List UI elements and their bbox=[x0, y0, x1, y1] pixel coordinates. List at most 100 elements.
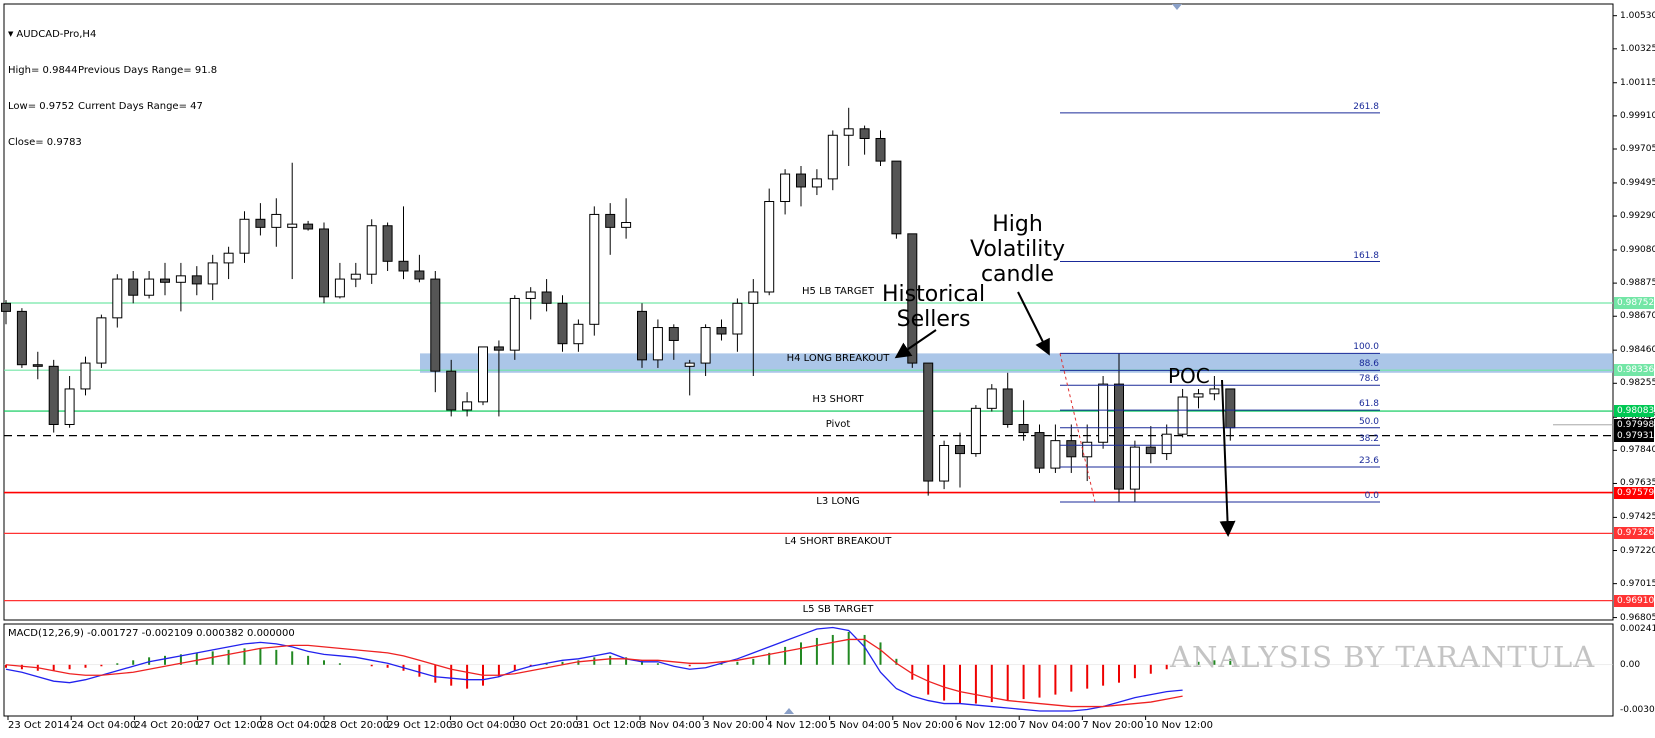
x-tick-label: 24 Oct 20:00 bbox=[134, 720, 200, 731]
level-label: H3 SHORT bbox=[812, 394, 864, 406]
fib-label: 38.2 bbox=[1358, 434, 1379, 445]
candle-body bbox=[875, 137, 886, 162]
fib-label: 88.6 bbox=[1358, 359, 1379, 370]
candle-body bbox=[303, 223, 314, 230]
candle-body bbox=[716, 327, 727, 335]
candle-body bbox=[557, 302, 568, 345]
fib-label: 100.0 bbox=[1353, 342, 1379, 353]
main-panel-border bbox=[3, 3, 1614, 621]
candle-body bbox=[732, 302, 743, 335]
current-price-tag: 0.97998 bbox=[1614, 418, 1654, 431]
candle-body bbox=[334, 278, 345, 298]
candle-body bbox=[287, 223, 298, 228]
candle-body bbox=[430, 278, 441, 372]
candle-body bbox=[414, 270, 425, 280]
candle-body bbox=[1161, 433, 1172, 455]
y-tick-label: 0.98255 bbox=[1620, 378, 1655, 389]
candle-body bbox=[621, 222, 632, 228]
x-tick-label: 4 Nov 12:00 bbox=[766, 720, 828, 731]
candle-body bbox=[350, 273, 361, 280]
y-tick-label: 0.97015 bbox=[1620, 578, 1655, 589]
y-tick-label: 0.98045 bbox=[1620, 412, 1655, 423]
candle-body bbox=[493, 346, 504, 351]
arrow-high-volatility bbox=[1017, 291, 1050, 356]
candle-body bbox=[1002, 388, 1013, 425]
fib-label: 23.6 bbox=[1358, 455, 1379, 466]
x-tick-label: 30 Oct 20:00 bbox=[513, 720, 579, 731]
level-price-tag: 0.97931 bbox=[1614, 429, 1654, 442]
arrow-poc bbox=[1219, 379, 1236, 537]
fib-label: 161.8 bbox=[1353, 250, 1379, 261]
candle-body bbox=[1129, 446, 1140, 490]
candle-body bbox=[637, 310, 647, 361]
x-tick-label: 3 Nov 20:00 bbox=[703, 720, 765, 731]
y-tick-label: 0.97635 bbox=[1620, 478, 1655, 489]
y-tick-label: 0.96805 bbox=[1620, 612, 1655, 623]
candle-body bbox=[1225, 388, 1236, 429]
candle-body bbox=[398, 260, 409, 272]
level-label: L5 SB TARGET bbox=[802, 603, 874, 615]
candle-body bbox=[955, 444, 965, 455]
candle-body bbox=[382, 225, 393, 262]
symbol-info: AUDCAD-Pro,H4 High= 0.9844Previous Days … bbox=[8, 4, 217, 161]
annotation-poc: POC bbox=[1168, 364, 1210, 388]
level-label: L3 LONG bbox=[816, 495, 860, 507]
candle-body bbox=[1193, 393, 1204, 398]
candle-body bbox=[811, 178, 822, 188]
candle-body bbox=[525, 291, 536, 299]
candle-body bbox=[32, 364, 43, 367]
x-tick-label: 6 Nov 12:00 bbox=[956, 720, 1018, 731]
x-tick-label: 28 Oct 04:00 bbox=[260, 720, 326, 731]
x-tick-label: 23 Oct 2014 bbox=[8, 720, 70, 731]
fib-retracement bbox=[1059, 112, 1380, 503]
candle-body bbox=[1, 302, 11, 312]
y-tick-label: 0.97220 bbox=[1620, 545, 1655, 556]
candle-body bbox=[223, 252, 234, 264]
y-tick-label: 0.98875 bbox=[1620, 278, 1655, 289]
candle-body bbox=[366, 225, 377, 275]
close-value: Close= 0.9783 bbox=[8, 137, 82, 148]
prev-range: Previous Days Range= 91.8 bbox=[78, 65, 218, 76]
x-tick-label: 5 Nov 20:00 bbox=[892, 720, 954, 731]
candle-body bbox=[652, 327, 663, 361]
scroll-marker bbox=[784, 708, 794, 714]
candle-body bbox=[271, 213, 282, 228]
macd-line bbox=[5, 626, 1183, 712]
level-label: L4 SHORT BREAKOUT bbox=[784, 536, 892, 548]
fib-label: 78.6 bbox=[1358, 374, 1379, 385]
candle-body bbox=[573, 323, 584, 345]
candle-body bbox=[207, 262, 218, 285]
annotation-arrows bbox=[894, 291, 1236, 537]
x-tick-label: 7 Nov 20:00 bbox=[1082, 720, 1144, 731]
candle-body bbox=[939, 444, 950, 482]
candle-body bbox=[478, 346, 488, 403]
level-price-tag: 0.96910 bbox=[1614, 594, 1654, 607]
poc-zone bbox=[420, 353, 1613, 373]
candle-body bbox=[780, 173, 791, 203]
arrow-historical-sellers bbox=[894, 329, 937, 359]
level-label: H4 LONG BREAKOUT bbox=[786, 353, 890, 365]
fib-label: 50.0 bbox=[1358, 416, 1379, 427]
level-price-tag: 0.97579 bbox=[1614, 486, 1654, 499]
candle-body bbox=[1066, 440, 1077, 458]
candles bbox=[1, 107, 1236, 503]
level-price-tag: 0.97326 bbox=[1614, 527, 1654, 540]
candle-body bbox=[923, 362, 934, 482]
candle-body bbox=[128, 278, 139, 296]
shift-marker bbox=[1172, 4, 1182, 10]
candle-body bbox=[1145, 446, 1156, 455]
y-tick-label: 0.97840 bbox=[1620, 445, 1655, 456]
y-tick-label: 1.00530 bbox=[1620, 10, 1655, 21]
x-tick-label: 5 Nov 04:00 bbox=[829, 720, 891, 731]
level-label: Pivot bbox=[825, 418, 851, 430]
candle-body bbox=[843, 128, 854, 136]
annotation-historical-sellers: Historical Sellers bbox=[882, 282, 986, 332]
symbol-title: AUDCAD-Pro,H4 bbox=[8, 28, 217, 41]
candle-body bbox=[1034, 432, 1045, 469]
fib-label: 0.0 bbox=[1364, 491, 1379, 502]
x-tick-label: 3 Nov 04:00 bbox=[640, 720, 702, 731]
x-tick-label: 29 Oct 12:00 bbox=[387, 720, 453, 731]
candle-body bbox=[64, 388, 75, 425]
candle-body bbox=[1018, 423, 1029, 434]
